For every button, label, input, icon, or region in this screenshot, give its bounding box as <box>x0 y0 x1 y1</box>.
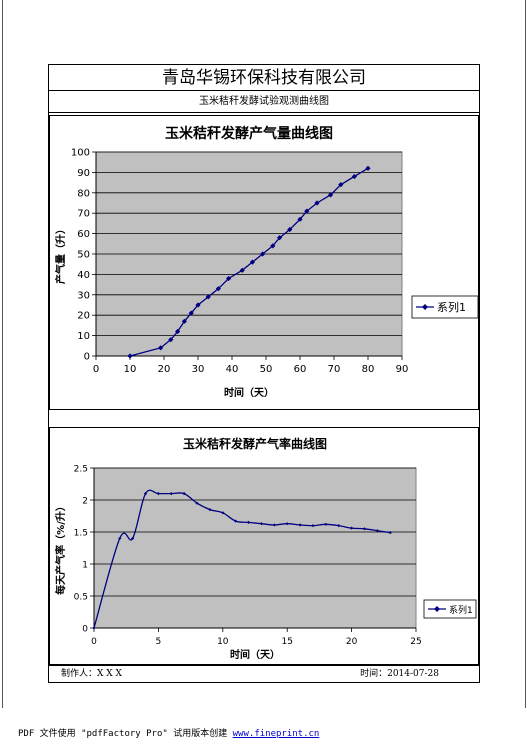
y-tick-label: 50 <box>77 250 90 261</box>
legend-box <box>411 295 479 319</box>
page-left-edge <box>2 0 3 708</box>
data-point <box>221 511 225 515</box>
chart-title: 玉米秸秆发酵产气量曲线图 <box>165 125 333 142</box>
y-tick-label: 80 <box>77 188 90 199</box>
x-axis-label: 时间（天） <box>230 648 280 661</box>
chart-title: 玉米秸秆发酵产气率曲线图 <box>183 436 327 451</box>
data-point <box>297 216 303 222</box>
pdf-note-text: PDF 文件使用 "pdfFactory Pro" 试用版本创建 <box>18 729 228 739</box>
data-point <box>239 267 245 273</box>
report-frame: 青岛华锡环保科技有限公司 玉米秸秆发酵试验观测曲线图 玉米秸秆发酵产气量曲线图 0… <box>48 64 480 683</box>
y-tick-label: 1 <box>82 561 88 571</box>
y-tick-label: 0.5 <box>74 593 88 603</box>
plot-area <box>93 467 417 629</box>
x-tick-label: 50 <box>260 364 273 375</box>
x-tick-label: 70 <box>328 364 341 375</box>
y-tick-label: 60 <box>77 229 90 240</box>
data-point <box>365 165 371 171</box>
data-point <box>234 519 238 523</box>
x-tick-label: 20 <box>158 364 171 375</box>
y-tick-label: 1.5 <box>74 529 88 539</box>
y-tick-label: 100 <box>71 148 90 159</box>
report-footer: 制作人：X X X 时间：2014-07-28 <box>49 665 479 683</box>
x-tick-label: 20 <box>346 637 358 647</box>
gas-volume-chart: 玉米秸秆发酵产气量曲线图 0 10 20 30 40 50 60 70 80 90 100 0 10 20 3… <box>54 125 479 399</box>
y-tick-label: 2.5 <box>74 465 88 475</box>
y-tick-label: 20 <box>77 311 90 322</box>
legend-marker <box>422 304 428 310</box>
date-label: 时间：2014-07-28 <box>360 669 439 679</box>
x-tick-label: 30 <box>192 364 205 375</box>
page-right-edge <box>525 0 526 708</box>
legend-marker <box>434 606 440 612</box>
data-point <box>314 200 320 206</box>
y-tick-label: 70 <box>77 209 90 220</box>
x-tick-label: 40 <box>226 364 239 375</box>
x-tick-label: 0 <box>93 364 99 375</box>
company-name: 青岛华锡环保科技有限公司 <box>49 65 479 91</box>
data-point <box>92 626 96 630</box>
data-point <box>270 243 276 249</box>
y-tick-label: 30 <box>77 290 90 301</box>
gas-rate-chart-box: 玉米秸秆发酵产气率曲线图 0 0.5 1 1.5 2 2.5 0 5 10 15 20 25 时间（天） 每… <box>49 427 479 665</box>
x-tick-label: 80 <box>362 364 375 375</box>
gas-volume-chart-box: 玉米秸秆发酵产气量曲线图 0 10 20 30 40 50 60 70 80 90 100 0 10 20 3… <box>49 115 479 410</box>
x-tick-label: 10 <box>124 364 137 375</box>
data-point <box>375 529 379 533</box>
data-point <box>328 192 334 198</box>
x-tick-label: 5 <box>156 637 162 647</box>
data-point <box>350 526 354 530</box>
data-point <box>181 318 187 324</box>
pdf-note: PDF 文件使用 "pdfFactory Pro" 试用版本创建 www.fin… <box>18 726 319 739</box>
y-tick-label: 90 <box>77 168 90 179</box>
data-point <box>337 524 341 528</box>
x-axis-label: 时间（天） <box>224 386 274 399</box>
data-point <box>287 226 293 233</box>
data-point <box>127 353 133 359</box>
y-tick-label: 0 <box>84 352 90 363</box>
y-tick-label: 0 <box>82 625 88 635</box>
legend-box <box>423 599 477 619</box>
legend-label: 系列1 <box>437 300 466 314</box>
author-label: 制作人：X X X <box>61 669 122 679</box>
x-tick-label: 0 <box>91 637 97 647</box>
x-tick-label: 90 <box>396 364 409 375</box>
data-point <box>168 337 174 343</box>
legend-label: 系列1 <box>449 604 473 616</box>
y-axis-label: 产气量（升） <box>54 224 67 284</box>
data-point <box>195 302 201 308</box>
gas-rate-chart: 玉米秸秆发酵产气率曲线图 0 0.5 1 1.5 2 2.5 0 5 10 15 20 25 时间（天） 每… <box>54 436 477 661</box>
data-point <box>311 524 315 528</box>
x-tick-label: 15 <box>281 637 292 647</box>
y-tick-label: 10 <box>77 331 90 342</box>
x-tick-label: 25 <box>410 637 421 647</box>
report-subtitle: 玉米秸秆发酵试验观测曲线图 <box>49 91 479 113</box>
fineprint-link[interactable]: www.fineprint.cn <box>232 729 320 739</box>
y-tick-label: 40 <box>77 270 90 281</box>
data-point <box>351 173 357 180</box>
y-axis-label: 每天产气率（%/升） <box>54 501 67 595</box>
y-tick-label: 2 <box>82 497 88 507</box>
data-point <box>304 208 310 214</box>
x-tick-label: 10 <box>217 637 229 647</box>
x-tick-label: 60 <box>294 364 307 375</box>
data-point <box>215 286 221 292</box>
